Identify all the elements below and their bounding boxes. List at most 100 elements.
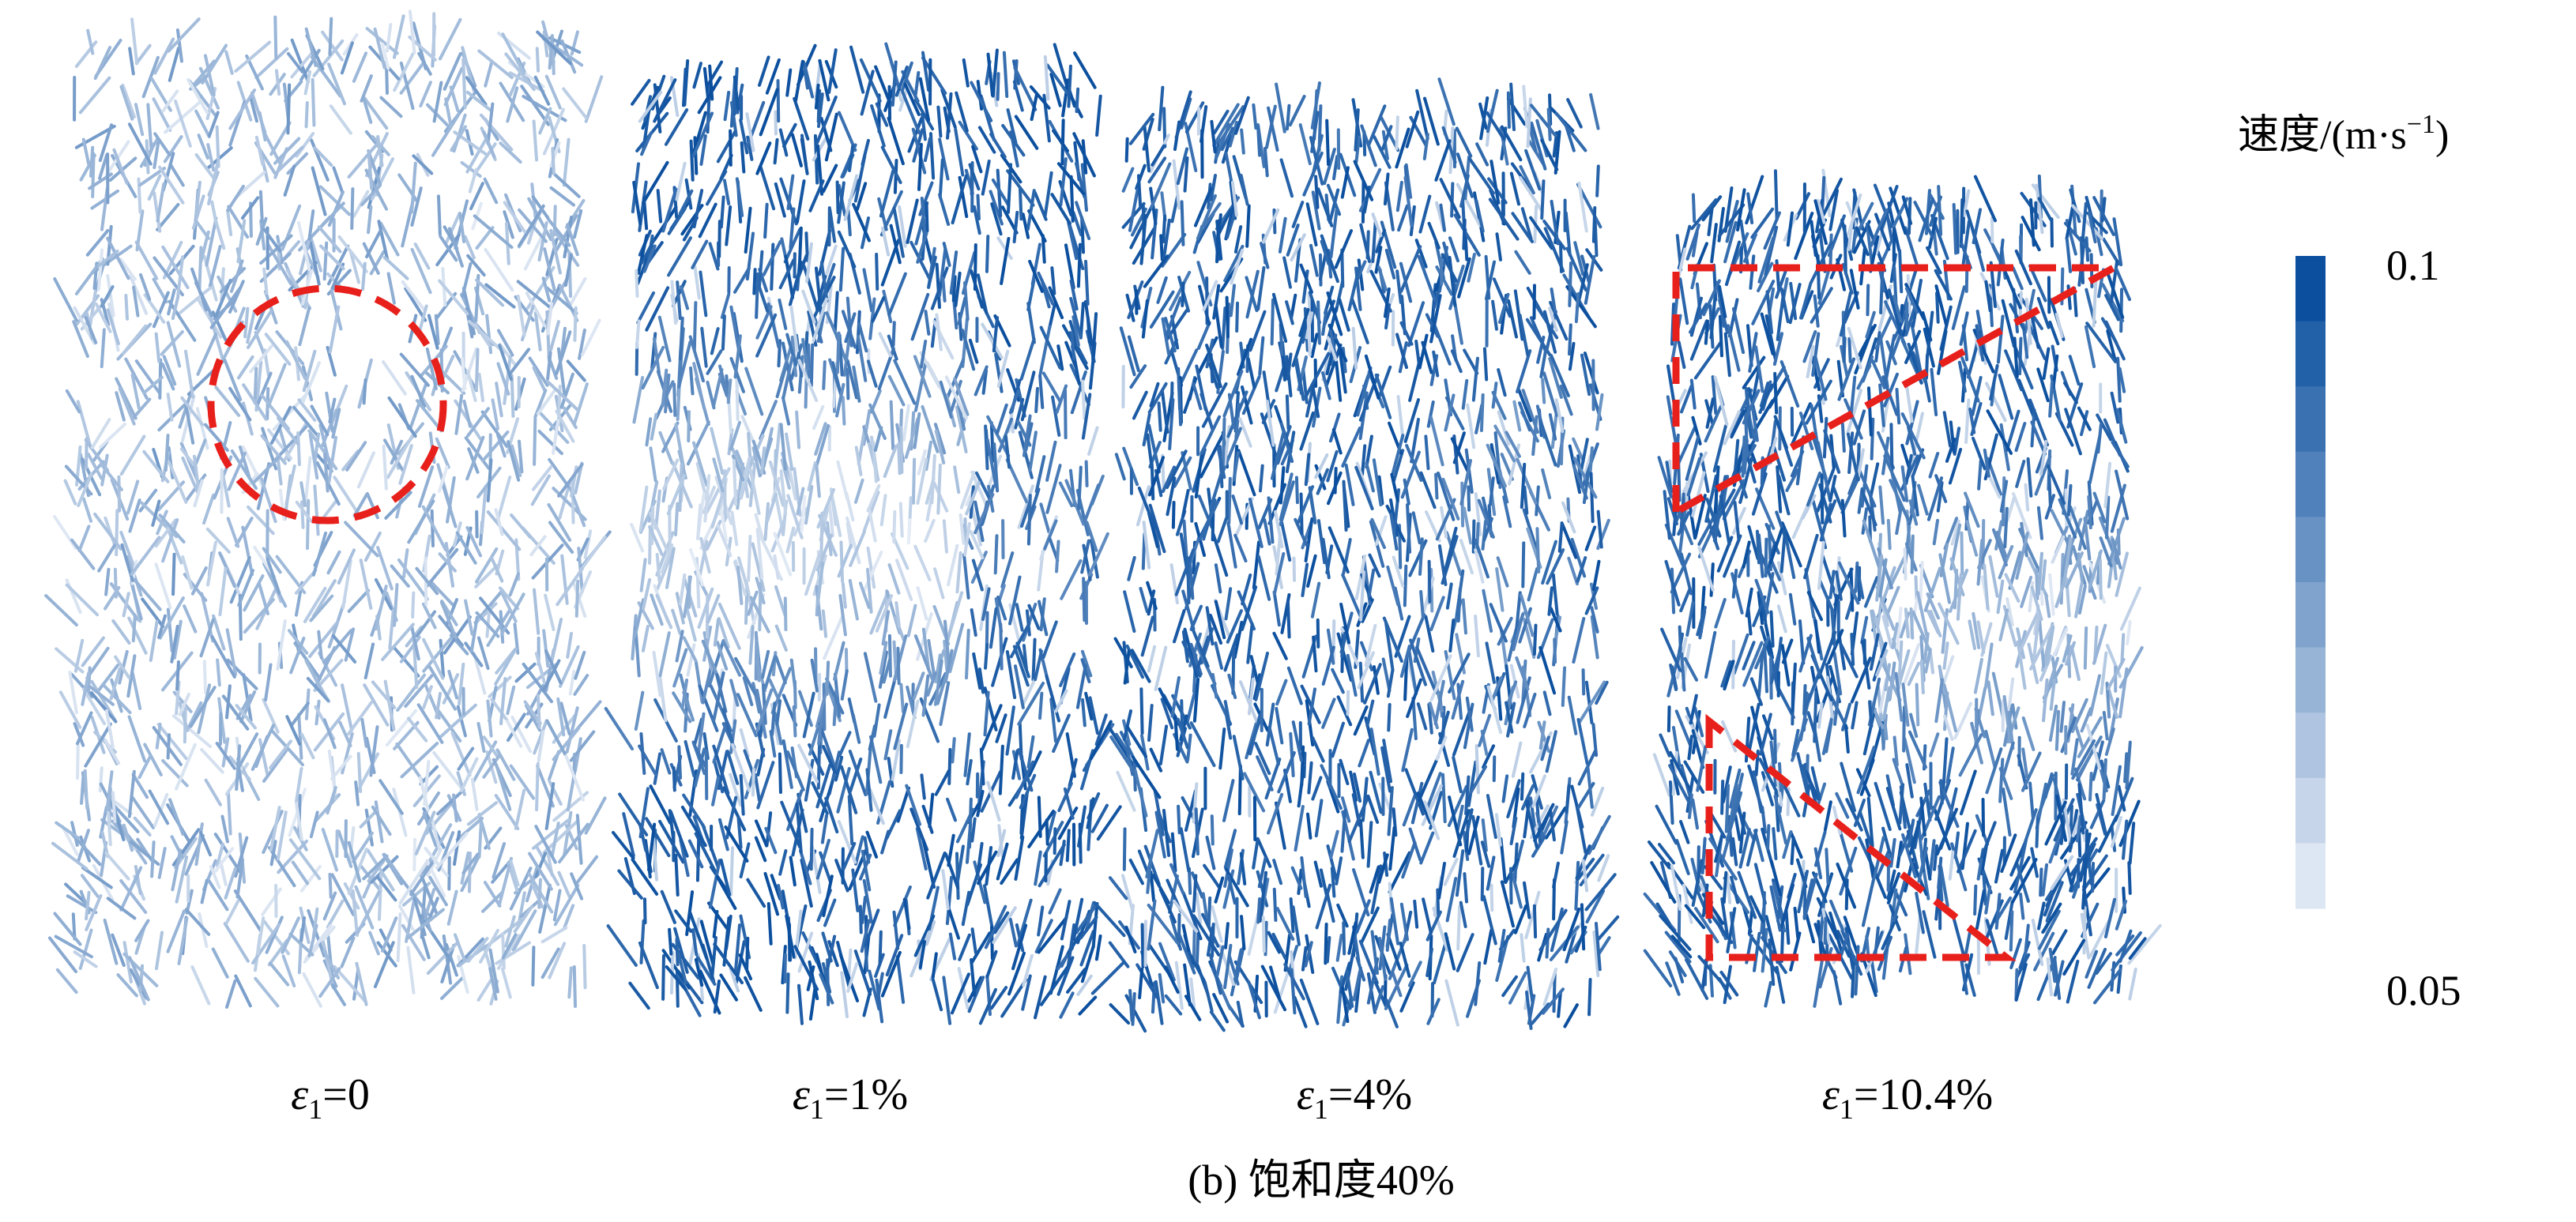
vector-arrow xyxy=(996,829,1007,857)
vector-arrow xyxy=(1455,849,1465,897)
vector-arrow xyxy=(898,502,904,538)
vector-arrow xyxy=(785,526,796,554)
vector-arrow xyxy=(106,308,120,345)
vector-arrow xyxy=(216,658,221,687)
vector-arrow xyxy=(518,204,545,247)
vector-arrow xyxy=(410,624,420,661)
vector-arrow xyxy=(1091,902,1099,949)
vector-arrow xyxy=(174,100,192,148)
vector-arrow xyxy=(962,281,970,321)
vector-arrow xyxy=(1090,538,1099,579)
vector-arrow xyxy=(1870,417,1875,461)
vector-arrow xyxy=(440,943,456,984)
vector-arrow xyxy=(199,618,215,658)
vector-arrow xyxy=(1321,309,1328,337)
vector-arrow xyxy=(313,432,321,464)
vector-arrow xyxy=(976,850,998,885)
vector-arrow xyxy=(710,486,726,529)
vector-arrow xyxy=(1344,463,1355,506)
vector-arrow xyxy=(1538,645,1557,695)
vector-arrow xyxy=(1953,427,1961,456)
vector-arrow xyxy=(1000,551,1015,588)
vector-arrow xyxy=(276,810,288,861)
vector-arrow xyxy=(1567,323,1572,356)
vector-arrow xyxy=(894,601,901,629)
vector-arrow xyxy=(111,791,117,824)
vector-arrow xyxy=(181,456,201,496)
vector-arrow xyxy=(962,553,970,600)
vector-arrow xyxy=(946,904,960,940)
vector-arrow xyxy=(697,712,706,754)
vector-arrow xyxy=(1272,859,1283,885)
vector-arrow xyxy=(327,62,347,106)
vector-arrow xyxy=(1475,142,1489,167)
vector-arrow xyxy=(1045,818,1049,846)
vector-arrow xyxy=(1084,259,1090,306)
vector-arrow xyxy=(266,363,287,412)
vector-arrow xyxy=(1089,720,1113,761)
vector-arrow xyxy=(1282,256,1292,289)
vector-arrow xyxy=(1563,1003,1579,1028)
vector-arrow xyxy=(409,383,427,430)
vector-arrow xyxy=(672,766,676,792)
vector-arrow xyxy=(470,777,479,811)
vector-arrow xyxy=(464,599,474,636)
vector-arrow xyxy=(692,743,708,769)
vector-arrow xyxy=(1450,349,1463,374)
vector-arrow xyxy=(1813,847,1823,880)
vector-arrow xyxy=(509,764,536,800)
vector-arrow xyxy=(1857,323,1877,357)
vector-arrow xyxy=(996,596,1007,621)
vector-arrow xyxy=(259,219,266,251)
vector-arrow xyxy=(2110,816,2123,848)
vector-arrow xyxy=(698,684,719,732)
vector-arrow xyxy=(1988,555,1999,598)
vector-arrow xyxy=(971,145,983,174)
vector-arrow xyxy=(1052,129,1069,152)
vector-arrow xyxy=(661,953,665,1001)
vector-arrow xyxy=(1226,521,1237,569)
vector-arrow xyxy=(921,674,930,717)
vector-arrow xyxy=(913,70,921,99)
vector-arrow xyxy=(445,942,458,977)
vector-arrow xyxy=(529,535,547,557)
vector-arrow xyxy=(1410,417,1420,464)
vector-arrow xyxy=(1522,508,1538,551)
vector-arrow xyxy=(1693,706,1704,738)
vector-arrow xyxy=(721,314,726,351)
vector-arrow xyxy=(138,964,145,994)
vector-arrow xyxy=(175,660,180,691)
vector-arrow xyxy=(912,671,925,701)
vector-arrow xyxy=(236,355,254,380)
vector-arrow xyxy=(495,476,512,523)
vector-arrow xyxy=(791,808,804,857)
vector-arrow xyxy=(1086,316,1091,344)
vector-arrow xyxy=(828,208,837,243)
vector-arrow xyxy=(432,81,443,123)
vector-arrow xyxy=(368,931,380,956)
vector-arrow xyxy=(691,111,714,158)
vector-arrow xyxy=(311,166,327,216)
vector-arrow xyxy=(2110,391,2120,424)
vector-arrow xyxy=(1353,705,1369,736)
vector-arrow xyxy=(1721,720,1738,753)
vector-arrow xyxy=(326,899,345,929)
vector-arrow xyxy=(847,795,854,846)
vector-arrow xyxy=(475,278,505,307)
vector-arrow xyxy=(1239,852,1247,885)
vector-arrow xyxy=(1798,412,1814,450)
vector-arrow xyxy=(267,938,289,967)
vector-arrow xyxy=(1538,720,1546,750)
vector-arrow xyxy=(1328,412,1341,443)
vector-arrow xyxy=(522,95,567,122)
vector-arrow xyxy=(309,810,319,839)
vector-arrow xyxy=(744,976,763,1012)
vector-arrow xyxy=(210,200,218,226)
vector-arrow xyxy=(660,748,672,775)
vector-arrow xyxy=(1580,903,1586,951)
vector-arrow xyxy=(1254,651,1270,701)
vector-arrow xyxy=(780,458,791,490)
vector-arrow xyxy=(984,643,989,670)
vector-arrow xyxy=(384,491,412,520)
vector-arrow xyxy=(1293,995,1308,1028)
